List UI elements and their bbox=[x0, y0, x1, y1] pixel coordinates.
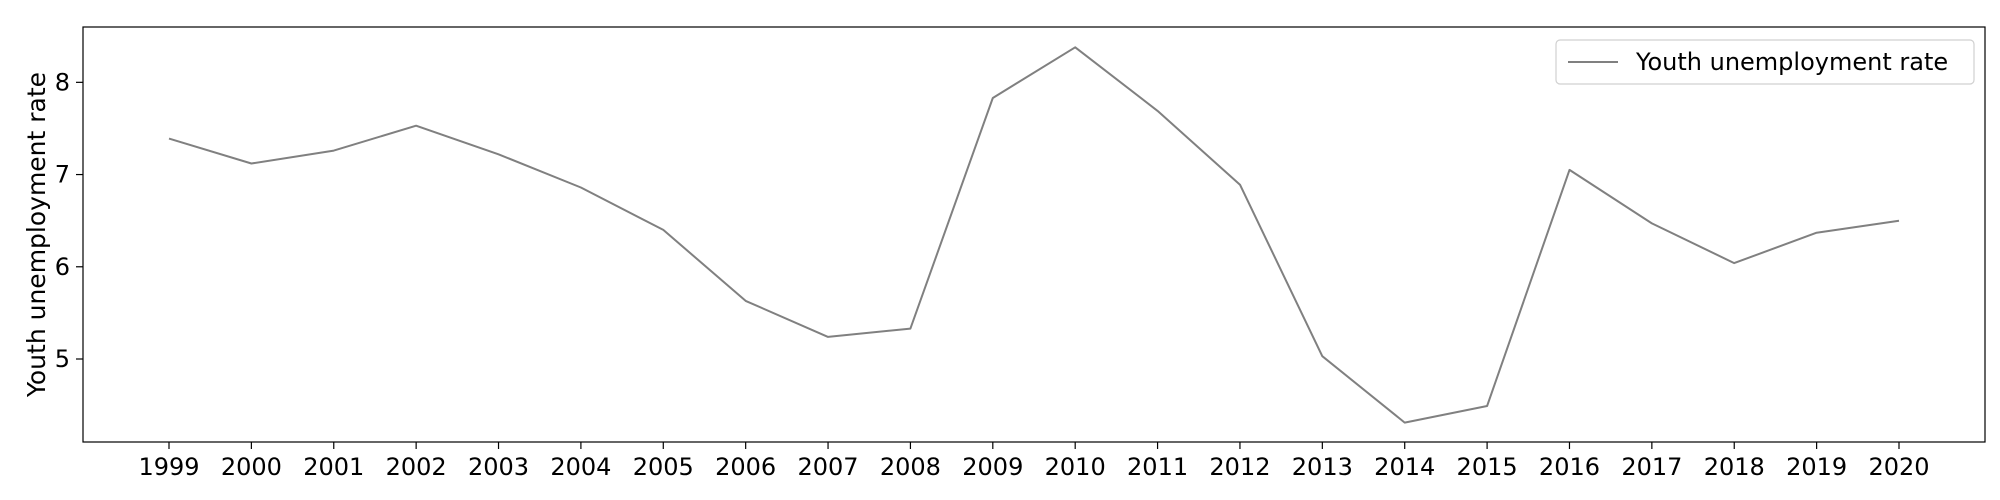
x-tick-label: 2020 bbox=[1868, 453, 1929, 481]
x-tick-label: 2007 bbox=[798, 453, 859, 481]
x-tick-label: 2009 bbox=[962, 453, 1023, 481]
x-tick-label: 2005 bbox=[633, 453, 694, 481]
x-tick-label: 2008 bbox=[880, 453, 941, 481]
y-axis-ticks: 5 6 7 8 bbox=[55, 68, 83, 373]
y-tick-label: 5 bbox=[55, 345, 70, 373]
x-tick-label: 2018 bbox=[1704, 453, 1765, 481]
legend: Youth unemployment rate bbox=[1555, 39, 1975, 85]
x-tick-label: 2011 bbox=[1127, 453, 1188, 481]
x-tick-label: 2001 bbox=[303, 453, 364, 481]
x-tick-label: 2013 bbox=[1292, 453, 1353, 481]
plot-frame bbox=[82, 26, 1986, 443]
y-tick-label: 8 bbox=[55, 68, 70, 96]
legend-entry-label: Youth unemployment rate bbox=[1635, 48, 1948, 76]
series-layer bbox=[168, 46, 1900, 424]
x-tick-label: 1999 bbox=[138, 453, 199, 481]
x-tick-label: 2017 bbox=[1621, 453, 1682, 481]
x-tick-label: 2004 bbox=[550, 453, 611, 481]
x-tick-label: 2015 bbox=[1457, 453, 1518, 481]
x-tick-label: 2014 bbox=[1374, 453, 1435, 481]
x-tick-label: 2002 bbox=[386, 453, 447, 481]
x-tick-label: 2012 bbox=[1209, 453, 1270, 481]
x-tick-label: 2010 bbox=[1045, 453, 1106, 481]
x-axis-ticks: 1999 2000 2001 2002 2003 2004 2005 2006 2007 2008… bbox=[138, 442, 1930, 481]
legend-box bbox=[1555, 39, 1975, 85]
x-tick-label: 2019 bbox=[1786, 453, 1847, 481]
y-axis-label: Youth unemployment rate bbox=[22, 72, 51, 398]
x-tick-label: 2003 bbox=[468, 453, 529, 481]
x-tick-label: 2000 bbox=[221, 453, 282, 481]
x-tick-label: 2016 bbox=[1539, 453, 1600, 481]
plot-area bbox=[82, 26, 1986, 443]
x-tick-label: 2006 bbox=[715, 453, 776, 481]
y-tick-label: 7 bbox=[55, 161, 70, 189]
y-tick-label: 6 bbox=[55, 253, 70, 281]
series-line-youth-unemployment bbox=[168, 46, 1900, 424]
